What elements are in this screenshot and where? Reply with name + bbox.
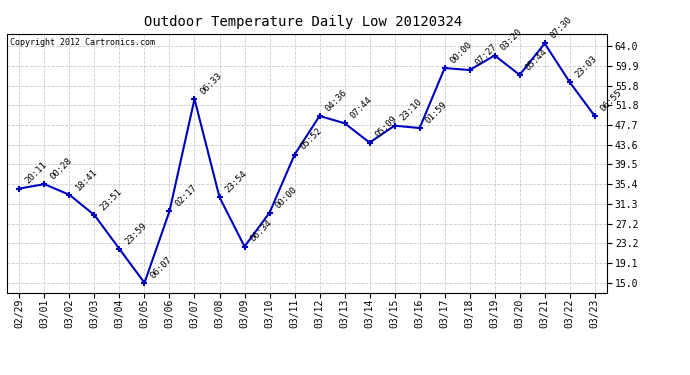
Text: 05:44: 05:44 [524, 47, 549, 72]
Text: 02:17: 02:17 [174, 183, 199, 209]
Text: 20:11: 20:11 [23, 160, 49, 186]
Text: 23:54: 23:54 [224, 169, 249, 195]
Text: 06:34: 06:34 [248, 218, 274, 244]
Text: 01:59: 01:59 [424, 100, 449, 125]
Text: 23:51: 23:51 [99, 187, 124, 212]
Text: 00:00: 00:00 [448, 40, 474, 65]
Text: 03:20: 03:20 [499, 27, 524, 53]
Text: 23:10: 23:10 [399, 98, 424, 123]
Text: 23:59: 23:59 [124, 221, 149, 246]
Text: 06:55: 06:55 [599, 88, 624, 113]
Text: 18:41: 18:41 [74, 166, 99, 192]
Text: 06:07: 06:07 [148, 255, 174, 280]
Text: 00:28: 00:28 [48, 156, 74, 182]
Text: 07:30: 07:30 [549, 15, 574, 40]
Text: 05:09: 05:09 [374, 114, 399, 140]
Text: 23:03: 23:03 [574, 54, 599, 80]
Text: 04:36: 04:36 [324, 88, 349, 113]
Text: 06:33: 06:33 [199, 71, 224, 96]
Text: 07:44: 07:44 [348, 95, 374, 120]
Text: Copyright 2012 Cartronics.com: Copyright 2012 Cartronics.com [10, 38, 155, 46]
Text: 07:27: 07:27 [474, 42, 499, 67]
Text: 05:52: 05:52 [299, 126, 324, 152]
Text: Outdoor Temperature Daily Low 20120324: Outdoor Temperature Daily Low 20120324 [144, 15, 463, 29]
Text: 00:00: 00:00 [274, 184, 299, 210]
